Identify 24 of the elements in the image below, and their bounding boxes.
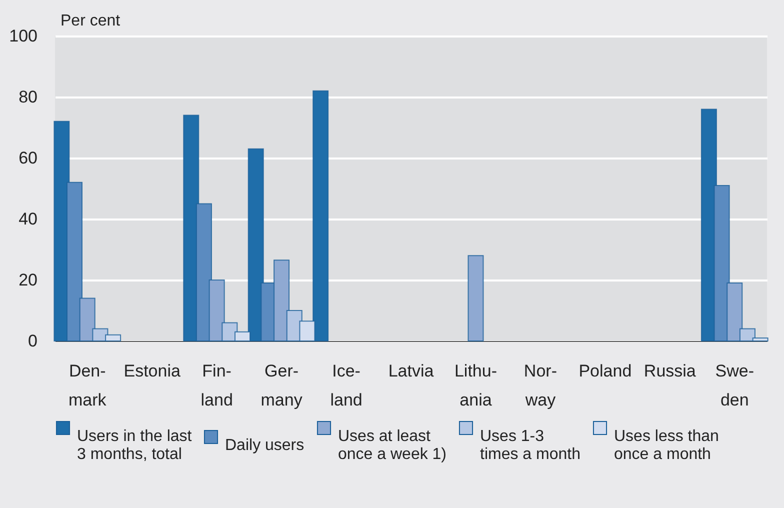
legend-label: Uses 1-3 times a month: [480, 428, 580, 463]
x-tick-label: Ger-many: [260, 362, 303, 410]
bar: [468, 255, 484, 342]
x-tick-label: Russia: [644, 362, 696, 380]
legend-label: Uses at least once a week 1): [338, 428, 447, 463]
x-tick-label: Swe-den: [715, 362, 754, 410]
legend-label: Uses less than once a month: [614, 428, 719, 463]
legend-label: Users in the last 3 months, total: [77, 428, 192, 463]
x-tick-label: Poland: [578, 362, 632, 380]
x-tick-label: Latvia: [388, 362, 434, 380]
x-tick-label: Estonia: [124, 362, 181, 380]
x-tick-label: Ice-land: [330, 362, 362, 410]
y-tick-label: 60: [18, 148, 38, 168]
y-axis-title: Per cent: [60, 12, 121, 30]
x-tick-label: Fin-land: [200, 362, 233, 410]
y-tick-label: 20: [18, 270, 38, 290]
y-tick-label: 40: [18, 210, 38, 228]
y-tick-label: 80: [18, 88, 38, 106]
x-tick-label: Lithu-ania: [454, 362, 497, 410]
y-tick-label: 0: [28, 332, 38, 350]
y-tick-label: 100: [9, 26, 38, 46]
x-tick-label: Nor-way: [524, 362, 557, 410]
x-tick-label: Den-mark: [68, 362, 107, 410]
legend-label: Daily users: [225, 437, 304, 454]
